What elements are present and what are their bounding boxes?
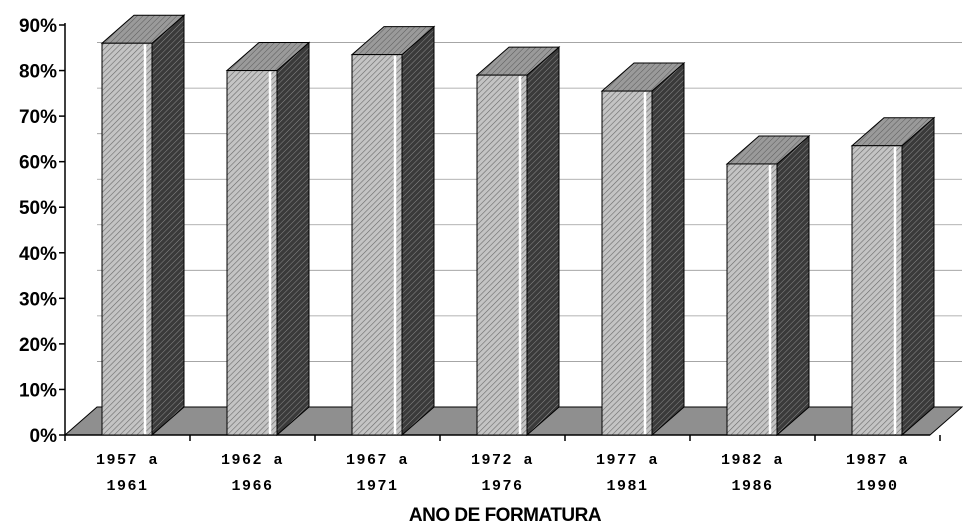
bar — [725, 134, 811, 437]
x-tick-label: 1971 — [356, 478, 398, 495]
y-tick-label: 80% — [19, 62, 57, 83]
bar-side-face — [776, 134, 810, 437]
x-tick-label: 1972 a — [471, 452, 534, 469]
y-tick-label: 20% — [19, 335, 57, 356]
bar — [100, 14, 186, 437]
bar-front-face — [851, 145, 903, 436]
y-tick-label: 30% — [19, 289, 57, 310]
x-tick-label: 1982 a — [721, 452, 784, 469]
x-tick-label: 1987 a — [846, 452, 909, 469]
x-tick-label: 1990 — [856, 478, 898, 495]
bar-side-face — [526, 46, 560, 437]
bar — [225, 41, 311, 437]
bar — [475, 46, 561, 437]
y-tick-label: 70% — [19, 107, 57, 128]
bar-front-face — [226, 70, 278, 436]
bar-front-face — [601, 90, 653, 436]
x-tick-label: 1967 a — [346, 452, 409, 469]
bar-front-face — [101, 42, 153, 436]
x-tick-label: 1966 — [231, 478, 273, 495]
bar-side-face — [901, 116, 935, 437]
bar-side-face — [651, 61, 685, 437]
x-tick-label: 1957 a — [96, 452, 159, 469]
x-axis-label: ANO DE FORMATURA — [409, 505, 602, 526]
bar — [850, 116, 936, 437]
bar-side-face — [401, 25, 435, 437]
x-tick-label: 1981 — [606, 478, 648, 495]
bar — [600, 61, 686, 437]
bar-front-face — [726, 163, 778, 436]
y-tick-label: 0% — [30, 426, 58, 447]
x-tick-label: 1961 — [106, 478, 148, 495]
y-tick-label: 10% — [19, 380, 57, 401]
y-tick-label: 40% — [19, 244, 57, 265]
bar-front-face — [476, 74, 528, 436]
x-tick-label: 1962 a — [221, 452, 284, 469]
x-tick-label: 1977 a — [596, 452, 659, 469]
bar-side-face — [151, 14, 185, 437]
y-tick-label: 50% — [19, 198, 57, 219]
x-tick-label: 1986 — [731, 478, 773, 495]
bar-side-face — [276, 41, 310, 437]
bar — [350, 25, 436, 437]
x-tick-labels: 1957 a 1961 1962 a 1966 1967 a 1971 1972 a 1976… — [96, 452, 909, 495]
x-tick-label: 1976 — [481, 478, 523, 495]
bar-front-face — [351, 54, 403, 436]
y-tick-labels: 0% 10% 20% 30% 40% 50% 60% 70% 80% 90% — [19, 16, 57, 447]
y-tick-label: 60% — [19, 153, 57, 174]
y-tick-label: 90% — [19, 16, 57, 37]
bars — [100, 14, 936, 437]
